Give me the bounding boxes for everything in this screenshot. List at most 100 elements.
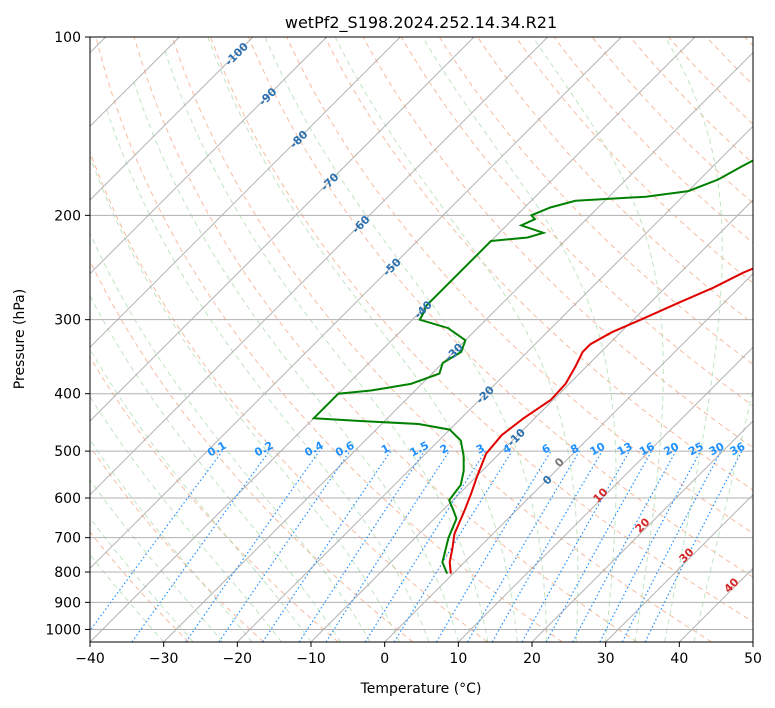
mixing-ratio-line [545, 450, 653, 642]
dry-adiabat-line [400, 37, 753, 407]
dry-adiabat-line [248, 37, 753, 578]
mixing-ratio-label: 8 [568, 442, 581, 457]
moist-adiabat-label: 20 [633, 515, 653, 535]
mixing-ratio-label: 0.6 [333, 439, 357, 460]
mixing-ratio-line [185, 450, 320, 642]
isotherm-line [531, 420, 753, 642]
dry-adiabat-line [553, 37, 753, 244]
dry-adiabat-line [90, 445, 264, 642]
mixing-ratio-line [298, 450, 425, 642]
mixing-ratio-label: 16 [637, 440, 657, 459]
x-tick-label: 0 [380, 651, 389, 667]
dry-adiabat-line [90, 531, 190, 642]
mixing-ratio-line [644, 450, 743, 642]
sounding-curves [311, 159, 753, 574]
moist-adiabat-line [90, 348, 312, 642]
dry-adiabat-label: -100 [222, 40, 251, 69]
mixing-ratio-label: 30 [707, 440, 727, 459]
moist-adiabat-line [90, 479, 223, 642]
moist-adiabat-line [163, 46, 489, 642]
isotherm-line [90, 37, 475, 422]
mixing-ratio-lines [90, 450, 743, 642]
mixing-ratio-line [218, 450, 351, 642]
dry-adiabat-line [744, 37, 753, 47]
dry-adiabat-line [210, 37, 753, 623]
x-tick-label: −30 [149, 651, 179, 667]
mixing-ratio-line [572, 450, 677, 642]
y-tick-label: 800 [54, 565, 81, 581]
y-tick-label: 900 [54, 595, 81, 611]
x-axis-ticks: −40 −30 −20 −10 0 10 20 30 40 50 [75, 642, 762, 667]
dry-adiabat-line [477, 37, 753, 325]
x-tick-label: 10 [449, 651, 467, 667]
y-tick-label: 600 [54, 491, 81, 507]
dry-adiabat-label: -80 [287, 128, 310, 151]
moist-adiabat-line [90, 232, 371, 642]
moist-adiabat-line [90, 553, 165, 642]
mixing-ratio-label: 1 [379, 442, 392, 457]
moist-adiabat-line [264, 37, 548, 642]
mixing-ratio-label: 6 [540, 441, 553, 456]
moist-adiabat-line [664, 37, 723, 642]
x-tick-label: 30 [597, 651, 615, 667]
moist-adiabat-line [90, 517, 194, 642]
isotherm-line [384, 272, 753, 642]
dry-adiabat-line [90, 356, 339, 642]
mixing-ratio-label: 20 [662, 440, 682, 459]
mixing-ratio-label: 13 [615, 440, 635, 459]
dry-adiabat-label: -60 [349, 213, 372, 236]
dry-adiabat-line [95, 37, 563, 642]
dry-adiabat-label: -50 [381, 255, 404, 278]
mixing-ratio-line [521, 450, 631, 642]
moist-adiabat-line [693, 388, 753, 642]
mixing-ratio-line [393, 450, 513, 642]
x-tick-label: −40 [75, 651, 105, 667]
y-tick-label: 200 [54, 208, 81, 224]
mixing-ratio-line [131, 450, 270, 642]
isotherm-line [90, 37, 549, 496]
mixing-ratio-label: 0.4 [302, 439, 326, 460]
isotherm-line [163, 51, 753, 642]
isotherms [90, 37, 753, 642]
dry-adiabat-line [90, 259, 414, 642]
moist-adiabat-line [532, 37, 664, 642]
moist-adiabat-line [422, 37, 617, 642]
y-tick-label: 100 [54, 30, 81, 46]
moist-adiabat-line [90, 294, 341, 642]
isotherm-line [90, 37, 328, 275]
temperature-profile-line [448, 267, 753, 574]
moist-adiabat-line [105, 108, 430, 642]
mixing-ratio-label: 10 [588, 440, 608, 459]
mixing-ratio-label: 0.1 [205, 439, 228, 460]
x-tick-label: 40 [670, 651, 688, 667]
dry-adiabat-labels: -100-90-80-70-60-50-40-30-20-1000 [222, 40, 567, 488]
isotherm-line [90, 37, 622, 570]
mixing-ratio-label: 36 [728, 440, 748, 459]
isotherm-line [605, 493, 753, 642]
x-tick-label: 20 [523, 651, 541, 667]
y-axis-ticks: 100 200 300 400 500 600 700 800 900 1000 [45, 30, 90, 638]
isotherm-line [457, 346, 753, 642]
mixing-ratio-label: 25 [686, 440, 706, 459]
dry-adiabat-label: -20 [474, 383, 497, 406]
mixing-ratio-line [262, 450, 392, 642]
y-tick-label: 500 [54, 444, 81, 460]
dewpoint-profile-line [311, 159, 753, 574]
x-tick-label: −10 [296, 651, 326, 667]
mixing-ratio-label: 0.2 [252, 439, 275, 460]
pressure-gridlines [90, 37, 753, 630]
y-tick-label: 400 [54, 387, 81, 403]
dry-adiabat-line [90, 150, 488, 642]
moist-adiabat-line [90, 395, 282, 642]
plot-frame [89, 36, 754, 643]
y-axis-label: Pressure (hPa) [12, 289, 28, 389]
y-tick-label: 300 [54, 313, 81, 329]
moist-adiabats [90, 37, 753, 642]
isotherm-line [310, 199, 753, 642]
moist-adiabat-line [334, 37, 579, 642]
plot-area: -100-90-80-70-60-50-40-30-20-1000 102030… [90, 37, 753, 642]
isotherm-line [236, 125, 753, 642]
mixing-ratio-label: 2 [438, 442, 451, 457]
